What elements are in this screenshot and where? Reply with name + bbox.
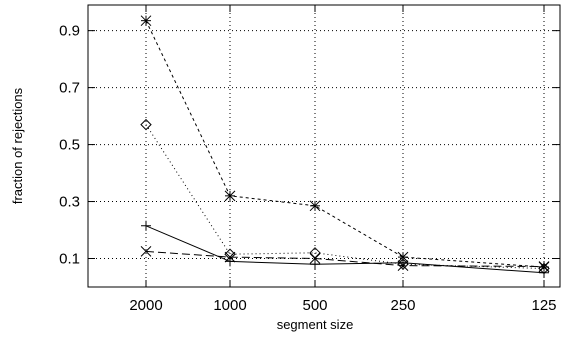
x-tick-label: 250 — [390, 297, 415, 314]
cross-marker — [397, 260, 409, 271]
star-stroke — [309, 200, 321, 212]
star-marker — [140, 15, 152, 27]
diamond-marker — [140, 118, 152, 131]
cross-marker — [224, 251, 236, 263]
star-stroke — [140, 15, 152, 27]
series-group — [140, 15, 550, 278]
grid — [88, 5, 560, 287]
x-tick-label: 1000 — [213, 297, 246, 314]
y-tick-label: 0.5 — [59, 137, 80, 154]
x-axis-label: segment size — [277, 317, 354, 332]
plus-marker — [310, 259, 320, 270]
y-tick-label: 0.7 — [59, 80, 80, 97]
cross-stroke — [224, 251, 236, 263]
cross-marker — [538, 261, 550, 272]
series-cross — [140, 246, 550, 272]
series-line — [145, 20, 545, 268]
series-plus — [141, 220, 549, 278]
star-stroke — [224, 190, 236, 202]
series-star — [140, 15, 550, 273]
tick-labels: 2000 1000 500 250 125 0.1 0.3 0.5 0.7 0.9 — [59, 23, 556, 314]
x-tick-label: 2000 — [129, 297, 162, 314]
cross-stroke — [309, 253, 321, 264]
series-diamond — [140, 118, 550, 275]
x-tick-label: 125 — [531, 297, 556, 314]
star-stroke — [397, 251, 409, 263]
plus-marker — [141, 220, 151, 231]
y-tick-label: 0.3 — [59, 194, 80, 211]
cross-marker — [140, 246, 152, 257]
x-tick-label: 500 — [302, 297, 327, 314]
plus-marker — [225, 256, 235, 267]
cross-stroke — [538, 261, 550, 272]
plot-frame — [87, 4, 561, 288]
y-axis-label: fraction of rejections — [10, 87, 25, 204]
star-marker — [309, 200, 321, 212]
plus-marker — [539, 267, 549, 278]
star-marker — [224, 190, 236, 202]
cross-marker — [309, 253, 321, 264]
y-tick-label: 0.9 — [59, 23, 80, 40]
y-tick-label: 0.1 — [59, 251, 80, 268]
cross-stroke — [140, 246, 152, 257]
cross-stroke — [397, 260, 409, 271]
ticks — [88, 5, 560, 287]
